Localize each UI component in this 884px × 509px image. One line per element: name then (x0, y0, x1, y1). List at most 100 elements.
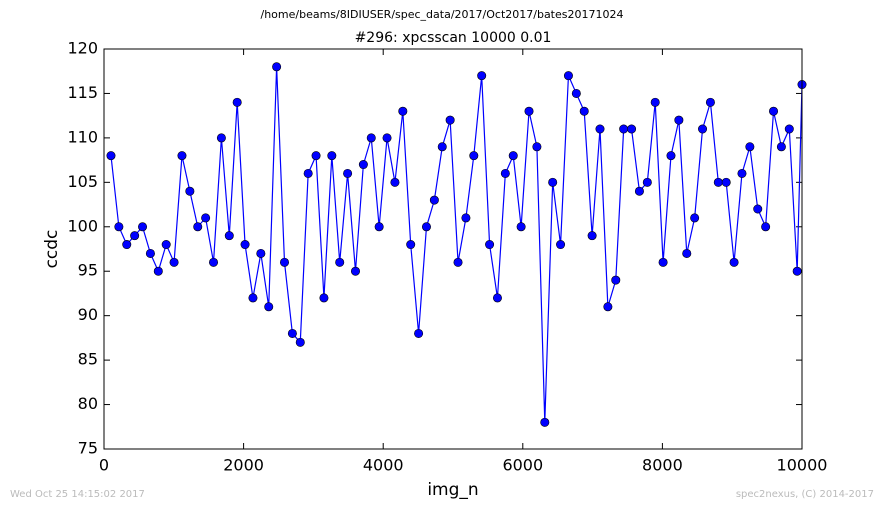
data-point (500, 168, 510, 178)
data-point (508, 151, 518, 161)
data-point (492, 293, 502, 303)
y-tick-label: 80 (78, 394, 98, 413)
x-axis-label: img_n (427, 480, 478, 500)
data-point (729, 257, 739, 267)
data-point (311, 151, 321, 161)
x-tick-label: 2000 (223, 456, 264, 475)
data-point (335, 257, 345, 267)
data-point (327, 151, 337, 161)
data-point (153, 266, 163, 276)
data-point (627, 124, 637, 134)
data-point (524, 106, 534, 116)
data-point (414, 328, 424, 338)
data-point (272, 62, 282, 72)
data-point (382, 133, 392, 143)
data-point (792, 266, 802, 276)
data-point (224, 231, 234, 241)
data-point (209, 257, 219, 267)
x-tick-label: 0 (99, 456, 109, 475)
data-point (193, 222, 203, 232)
data-point (264, 302, 274, 312)
data-point (240, 240, 250, 250)
chart-title: #296: xpcsscan 10000 0.01 (355, 30, 552, 46)
data-point (406, 240, 416, 250)
data-point (745, 142, 755, 152)
data-point (398, 106, 408, 116)
data-point (587, 231, 597, 241)
data-point (532, 142, 542, 152)
data-point (161, 240, 171, 250)
x-tick-label: 10000 (777, 456, 828, 475)
x-tick-label: 4000 (363, 456, 404, 475)
data-point (453, 257, 463, 267)
y-tick-label: 95 (78, 261, 98, 280)
data-point (769, 106, 779, 116)
data-point (682, 248, 692, 258)
data-point (721, 177, 731, 187)
y-tick-label: 110 (67, 127, 98, 146)
y-tick-label: 115 (67, 83, 98, 102)
data-point (390, 177, 400, 187)
data-point (477, 71, 487, 81)
data-point (666, 151, 676, 161)
data-point (248, 293, 258, 303)
footer-timestamp: Wed Oct 25 14:15:02 2017 (10, 489, 145, 500)
data-point (145, 248, 155, 258)
suptitle: /home/beams/8IDIUSER/spec_data/2017/Oct2… (261, 8, 624, 21)
data-point (761, 222, 771, 232)
data-point (540, 417, 550, 427)
data-point (216, 133, 226, 143)
data-point (287, 328, 297, 338)
y-tick-label: 85 (78, 350, 98, 369)
data-point (634, 186, 644, 196)
data-point (177, 151, 187, 161)
data-point (303, 168, 313, 178)
data-point (437, 142, 447, 152)
data-point (366, 133, 376, 143)
footer-credit: spec2nexus, (C) 2014-2017 (736, 489, 874, 500)
data-point (619, 124, 629, 134)
data-point (280, 257, 290, 267)
data-point (595, 124, 605, 134)
data-point (556, 240, 566, 250)
data-point (201, 213, 211, 223)
data-point (130, 231, 140, 241)
data-point (106, 151, 116, 161)
data-point (374, 222, 384, 232)
data-point (776, 142, 786, 152)
plot-frame (103, 48, 803, 450)
data-point (343, 168, 353, 178)
data-point (784, 124, 794, 134)
data-point (122, 240, 132, 250)
data-point (571, 88, 581, 98)
y-tick-label: 90 (78, 305, 98, 324)
y-tick-label: 105 (67, 172, 98, 191)
data-point (737, 168, 747, 178)
y-axis-label: ccdc (42, 230, 62, 269)
data-point (114, 222, 124, 232)
y-tick-label: 100 (67, 216, 98, 235)
data-point (650, 97, 660, 107)
data-point (753, 204, 763, 214)
data-point (445, 115, 455, 125)
data-point (421, 222, 431, 232)
data-point (658, 257, 668, 267)
data-point (469, 151, 479, 161)
data-point (705, 97, 715, 107)
data-point (350, 266, 360, 276)
data-point (579, 106, 589, 116)
data-point (698, 124, 708, 134)
data-point (295, 337, 305, 347)
data-point (319, 293, 329, 303)
data-point (256, 248, 266, 258)
data-point (642, 177, 652, 187)
data-point (563, 71, 573, 81)
x-tick-label: 6000 (502, 456, 543, 475)
data-point (690, 213, 700, 223)
data-point (611, 275, 621, 285)
data-point (358, 160, 368, 170)
data-point (461, 213, 471, 223)
y-tick-label: 120 (67, 39, 98, 58)
data-point (674, 115, 684, 125)
